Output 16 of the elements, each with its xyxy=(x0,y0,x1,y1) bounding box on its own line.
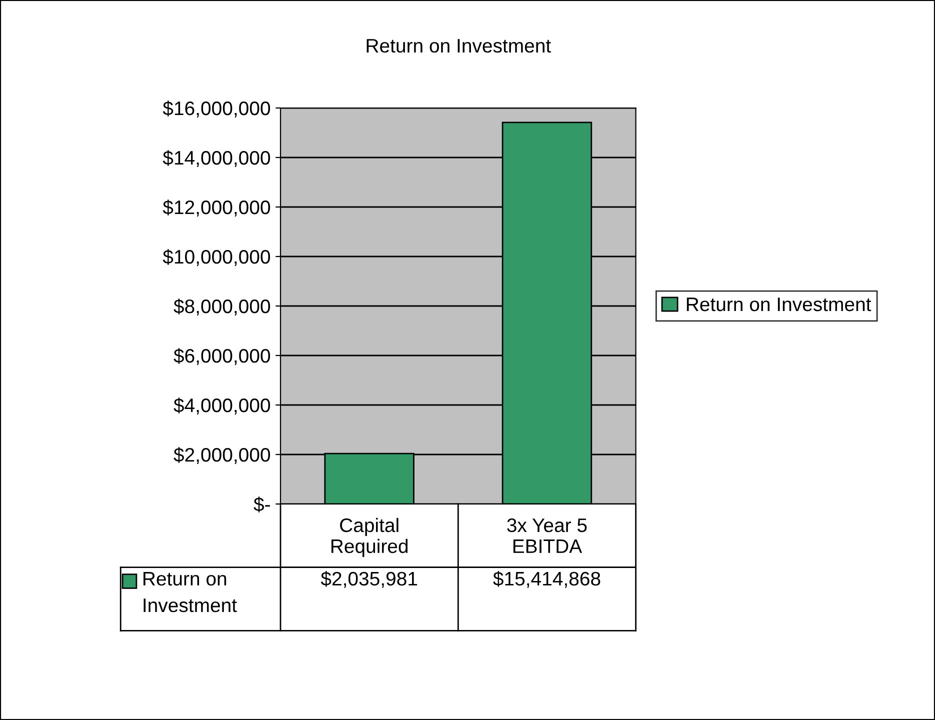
y-tick-label: $6,000,000 xyxy=(174,348,270,366)
y-tick-label: $- xyxy=(254,496,270,512)
data-label: $2,035,981 xyxy=(320,571,418,588)
y-tick-label: $8,000,000 xyxy=(174,298,270,316)
x-tick-label: Capital Required xyxy=(331,518,408,557)
x-tick-label: 3x Year 5 EBITDA xyxy=(507,518,587,553)
y-tick-label: $4,000,000 xyxy=(174,398,270,415)
y-tick-label: $16,000,000 xyxy=(162,100,270,118)
legend-label: Return on Investment xyxy=(686,298,872,312)
y-tick-label: $10,000,000 xyxy=(162,249,270,266)
y-tick-label: $12,000,000 xyxy=(162,200,270,217)
y-tick-label: $2,000,000 xyxy=(174,447,270,464)
chart-title: Return on Investment xyxy=(366,39,551,53)
y-tick-label: $14,000,000 xyxy=(162,150,270,168)
text: Return on Investment xyxy=(144,572,237,612)
data-label: $15,414,868 xyxy=(493,571,600,588)
